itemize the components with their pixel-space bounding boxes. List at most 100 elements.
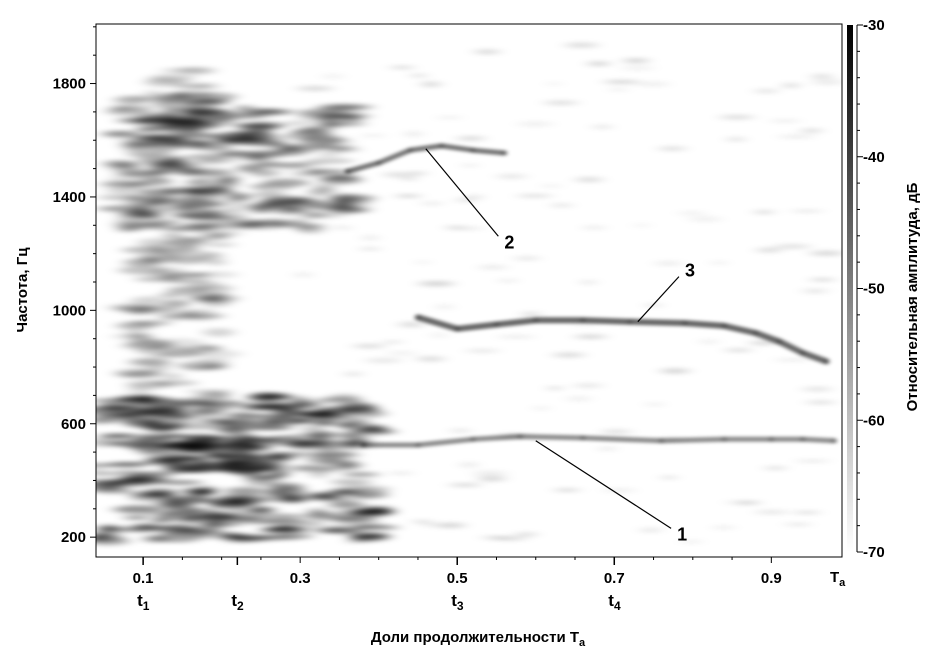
faint-streak	[801, 128, 822, 133]
energy-streak	[163, 463, 211, 473]
energy-streak	[208, 136, 235, 144]
energy-streak	[184, 507, 220, 515]
faint-streak	[803, 386, 832, 392]
energy-streak	[201, 144, 228, 152]
faint-streak	[583, 225, 605, 230]
energy-streak	[205, 515, 227, 524]
faint-streak	[449, 483, 481, 487]
faint-streak	[473, 470, 507, 477]
faint-streak	[575, 176, 603, 183]
energy-streak	[203, 418, 236, 424]
faint-streak	[810, 250, 842, 256]
energy-streak	[124, 258, 162, 267]
energy-streak	[130, 320, 172, 326]
energy-streak	[319, 458, 358, 466]
faint-streak	[547, 82, 561, 86]
series-point-2	[439, 143, 444, 149]
energy-streak	[305, 168, 340, 174]
energy-streak	[283, 131, 333, 140]
faint-streak	[515, 532, 537, 537]
energy-streak	[155, 441, 197, 450]
energy-streak	[206, 281, 225, 287]
faint-streak	[383, 172, 412, 178]
energy-streak	[154, 457, 204, 463]
faint-streak	[574, 383, 602, 389]
energy-streak	[193, 349, 242, 359]
faint-streak	[662, 475, 676, 480]
energy-streak	[181, 516, 205, 523]
energy-streak	[115, 95, 149, 105]
energy-streak	[246, 474, 280, 480]
energy-streak	[96, 463, 114, 468]
energy-streak	[344, 435, 373, 440]
faint-streak	[553, 352, 585, 358]
energy-streak	[96, 418, 117, 425]
faint-streak	[324, 211, 350, 217]
faint-streak	[517, 121, 553, 127]
energy-streak	[284, 396, 311, 403]
series-point-2	[470, 147, 476, 153]
faint-streak	[812, 79, 842, 86]
faint-streak	[602, 429, 631, 435]
energy-streak	[204, 242, 236, 248]
faint-streak	[678, 211, 706, 215]
faint-streak	[362, 133, 384, 138]
faint-streak	[754, 88, 778, 94]
faint-streak	[646, 402, 663, 407]
energy-streak	[225, 202, 262, 208]
annotation-leader-1	[535, 440, 672, 529]
energy-streak	[247, 141, 286, 147]
faint-streak	[600, 446, 614, 451]
energy-streak	[262, 178, 309, 187]
energy-streak	[145, 170, 171, 176]
faint-streak	[499, 278, 517, 283]
energy-streak	[152, 161, 187, 168]
series-track-3	[415, 314, 830, 365]
energy-streak	[138, 178, 173, 187]
colorbar-label: Относительная амплитуда, дБ	[904, 182, 921, 411]
colorbar: -30 -40 -50 -60 -70	[847, 17, 885, 561]
faint-streak	[319, 104, 344, 110]
energy-streak	[147, 365, 172, 372]
energy-streak	[135, 346, 171, 355]
energy-streak	[189, 119, 216, 125]
energy-streak	[119, 266, 169, 275]
energy-streak	[290, 418, 318, 424]
energy-streak	[113, 505, 163, 514]
energy-streak	[96, 485, 123, 491]
faint-streak	[437, 115, 461, 120]
energy-streak	[124, 147, 168, 155]
energy-streak	[261, 534, 299, 541]
annotation-label-3: 3	[685, 261, 695, 281]
faint-streak	[641, 527, 661, 533]
series-point-3	[682, 320, 688, 326]
faint-streak	[551, 203, 572, 208]
faint-streak	[637, 81, 669, 87]
energy-streak	[144, 78, 185, 87]
faint-streak	[474, 49, 500, 55]
energy-streak	[206, 497, 234, 506]
energy-streak	[111, 470, 143, 476]
faint-streak	[468, 194, 481, 200]
faint-streak	[794, 510, 820, 515]
faint-streak	[457, 135, 485, 141]
faint-streak	[408, 171, 426, 176]
faint-streak	[292, 217, 311, 221]
energy-streak	[211, 132, 232, 139]
energy-streak	[124, 403, 161, 409]
faint-streak	[655, 260, 682, 267]
energy-streak	[128, 334, 154, 339]
colorbar-tick-label: -50	[863, 281, 885, 298]
energy-streak	[141, 339, 175, 348]
faint-streak	[498, 334, 534, 339]
energy-streak	[160, 398, 179, 406]
faint-streak	[345, 539, 362, 544]
energy-streak	[96, 527, 116, 534]
energy-streak	[96, 469, 108, 476]
faint-streak	[412, 73, 426, 78]
energy-streak	[293, 412, 333, 417]
series-point-1	[721, 436, 727, 442]
x-tick-label: 0.3	[290, 570, 311, 587]
faint-streak	[765, 466, 786, 471]
energy-streak	[195, 345, 221, 351]
